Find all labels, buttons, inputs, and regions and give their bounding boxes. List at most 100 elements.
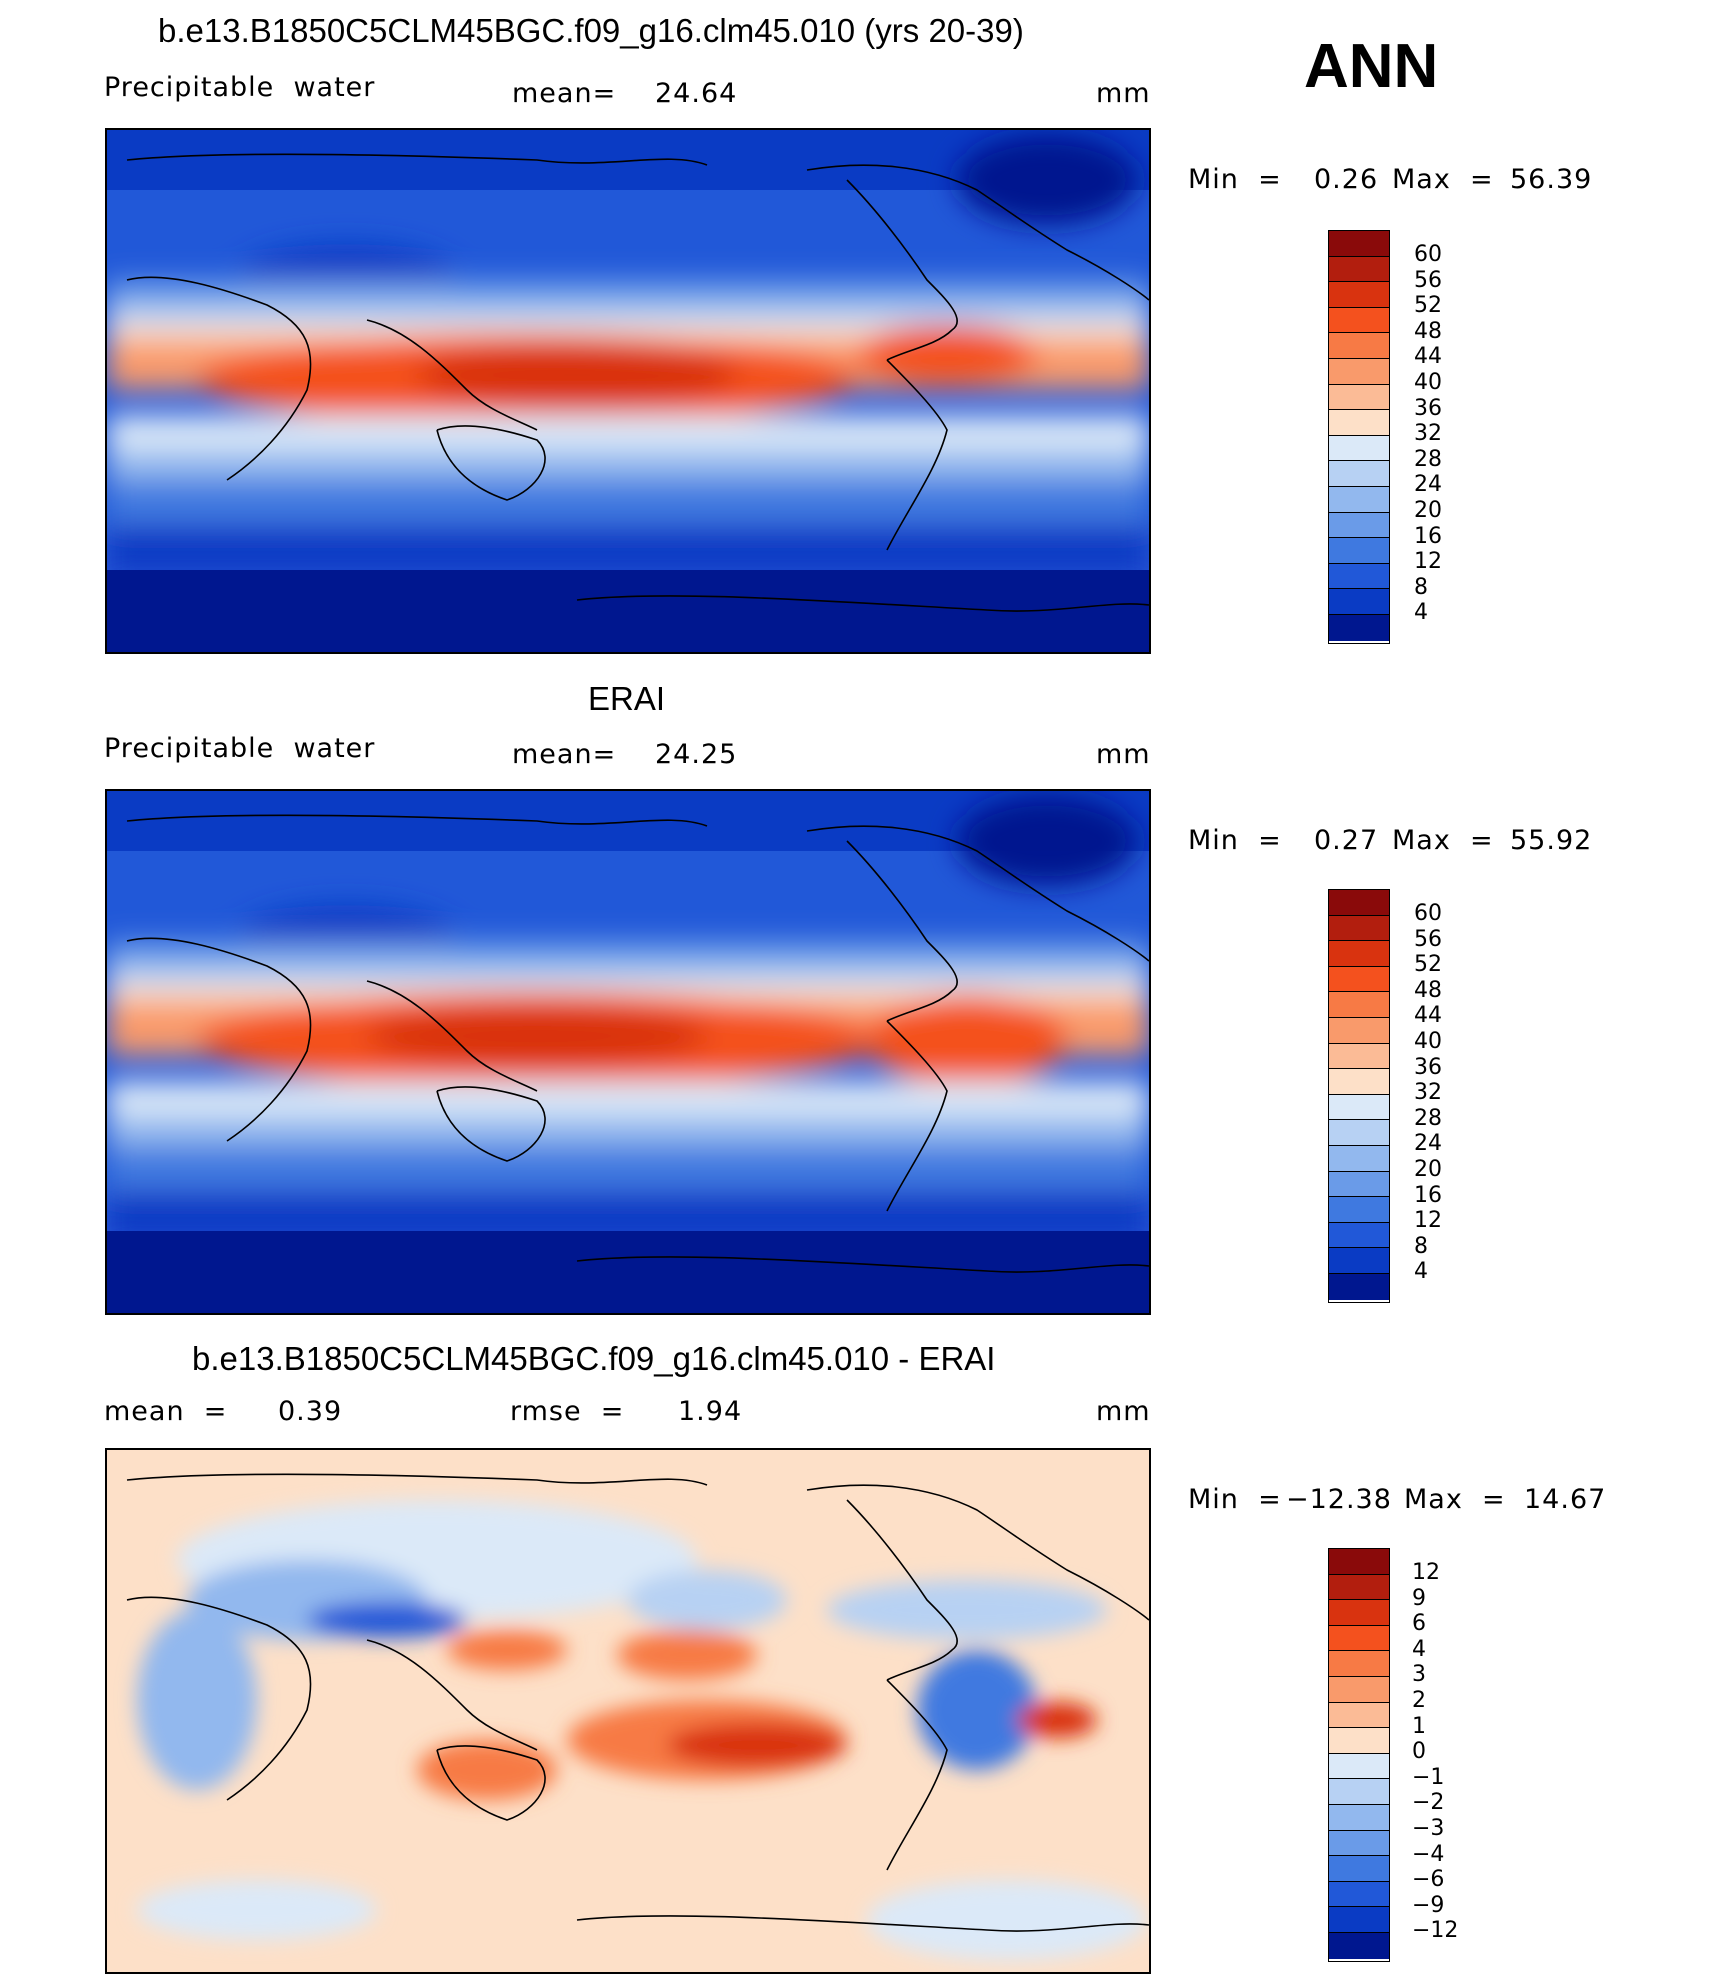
colorbar-swatch	[1329, 1197, 1389, 1223]
panel2-colorbar-ticks: 60 56 52 48 44 40 36 32 28 24 20 16 12 8 4	[1414, 901, 1442, 1285]
panel3-colorbar-ticks: 12 9 6 4 3 2 1 0 −1 −2 −3 −4 −6 −9 −12	[1412, 1560, 1458, 1944]
colorbar-tick-label: 40	[1414, 1028, 1442, 1054]
colorbar-swatch	[1329, 1881, 1389, 1908]
colorbar-tick-label: 32	[1414, 1080, 1442, 1106]
panel1-map	[105, 128, 1151, 654]
colorbar-swatch	[1329, 410, 1389, 436]
colorbar-tick-label: 56	[1414, 267, 1442, 293]
colorbar-swatch	[1329, 512, 1389, 539]
colorbar-tick-label: 2	[1412, 1687, 1426, 1713]
panel2-colorbar	[1328, 889, 1390, 1303]
season-label: ANN	[1304, 32, 1439, 101]
colorbar-swatch	[1329, 1625, 1389, 1652]
colorbar-tick-label: 36	[1414, 395, 1442, 421]
colorbar-swatch	[1329, 1676, 1389, 1703]
colorbar-swatch	[1329, 1248, 1389, 1274]
colorbar-swatch	[1329, 231, 1389, 257]
colorbar-tick-label: 48	[1414, 977, 1442, 1003]
colorbar-swatch	[1329, 890, 1389, 916]
panel1-title: b.e13.B1850C5CLM45BGC.f09_g16.clm45.010 …	[158, 12, 1024, 49]
colorbar-tick-label: 12	[1414, 549, 1442, 575]
panel2-min-value: 0.27	[1314, 825, 1379, 856]
panel3-title: b.e13.B1850C5CLM45BGC.f09_g16.clm45.010 …	[192, 1340, 996, 1377]
colorbar-tick-label: 20	[1414, 1156, 1442, 1182]
colorbar-tick-label: 6	[1412, 1611, 1426, 1637]
colorbar-swatch	[1329, 307, 1389, 334]
panel2-variable: Precipitable water	[104, 733, 376, 764]
panel3-min-value: −12.38	[1286, 1484, 1392, 1515]
colorbar-tick-label: −4	[1412, 1841, 1445, 1867]
panel1-mean-value: 24.64	[655, 78, 738, 109]
panel3-map	[105, 1448, 1151, 1974]
colorbar-tick-label: 16	[1414, 523, 1442, 549]
colorbar-swatch	[1329, 538, 1389, 564]
panel1-max-label: Max =	[1392, 164, 1494, 195]
colorbar-swatch	[1329, 1273, 1389, 1300]
panel2-max-value: 55.92	[1510, 825, 1593, 856]
colorbar-tick-label: 0	[1412, 1739, 1426, 1765]
panel2-units: mm	[1096, 739, 1151, 770]
colorbar-swatch	[1329, 1017, 1389, 1044]
panel3-rmse-label: rmse =	[510, 1396, 625, 1427]
colorbar-tick-label: 52	[1414, 952, 1442, 978]
colorbar-swatch	[1329, 256, 1389, 283]
colorbar-swatch	[1329, 1856, 1389, 1882]
colorbar-tick-label: −3	[1412, 1815, 1445, 1841]
colorbar-swatch	[1329, 1804, 1389, 1831]
colorbar-tick-label: 4	[1414, 1259, 1428, 1285]
colorbar-tick-label: 40	[1414, 369, 1442, 395]
panel1-colorbar	[1328, 230, 1390, 644]
colorbar-tick-label: 28	[1414, 446, 1442, 472]
colorbar-tick-label: 44	[1414, 1003, 1442, 1029]
panel3-colorbar	[1328, 1548, 1390, 1962]
colorbar-swatch	[1329, 992, 1389, 1018]
colorbar-tick-label: 16	[1414, 1182, 1442, 1208]
panel1-min-label: Min =	[1188, 164, 1282, 195]
panel2-min-label: Min =	[1188, 825, 1282, 856]
colorbar-tick-label: −6	[1412, 1867, 1445, 1893]
colorbar-swatch	[1329, 1728, 1389, 1754]
colorbar-tick-label: −9	[1412, 1892, 1445, 1918]
colorbar-swatch	[1329, 282, 1389, 308]
colorbar-swatch	[1329, 1753, 1389, 1780]
colorbar-tick-label: 32	[1414, 421, 1442, 447]
panel2-mean-value: 24.25	[655, 739, 738, 770]
colorbar-swatch	[1329, 1907, 1389, 1933]
colorbar-tick-label: 3	[1412, 1662, 1426, 1688]
panel1-colorbar-ticks: 60 56 52 48 44 40 36 32 28 24 20 16 12 8 4	[1414, 242, 1442, 626]
colorbar-tick-label: 12	[1412, 1560, 1440, 1585]
colorbar-tick-label: 24	[1414, 472, 1442, 498]
colorbar-swatch	[1329, 1779, 1389, 1805]
panel3-mean-label: mean =	[104, 1396, 228, 1427]
panel2-title: ERAI	[588, 680, 666, 717]
colorbar-tick-label: 1	[1412, 1713, 1426, 1739]
panel2-map	[105, 789, 1151, 1315]
colorbar-swatch	[1329, 563, 1389, 590]
panel1-units: mm	[1096, 78, 1151, 109]
colorbar-swatch	[1329, 1094, 1389, 1121]
colorbar-tick-label: −1	[1412, 1764, 1445, 1790]
colorbar-tick-label: 60	[1414, 242, 1442, 267]
colorbar-swatch	[1329, 1222, 1389, 1249]
colorbar-tick-label: −2	[1412, 1790, 1445, 1816]
colorbar-tick-label: −12	[1412, 1918, 1459, 1944]
colorbar-swatch	[1329, 589, 1389, 615]
panel3-min-label: Min =	[1188, 1484, 1282, 1515]
colorbar-swatch	[1329, 1171, 1389, 1198]
panel2-max-label: Max =	[1392, 825, 1494, 856]
panel1-max-value: 56.39	[1510, 164, 1593, 195]
colorbar-swatch	[1329, 1120, 1389, 1146]
colorbar-tick-label: 60	[1414, 901, 1442, 926]
panel3-mean-value: 0.39	[278, 1396, 343, 1427]
colorbar-tick-label: 4	[1412, 1636, 1426, 1662]
colorbar-swatch	[1329, 461, 1389, 487]
colorbar-swatch	[1329, 1043, 1389, 1070]
colorbar-tick-label: 28	[1414, 1105, 1442, 1131]
colorbar-swatch	[1329, 1600, 1389, 1626]
panel3-rmse-value: 1.94	[678, 1396, 743, 1427]
colorbar-swatch	[1329, 1830, 1389, 1857]
colorbar-tick-label: 9	[1412, 1585, 1426, 1611]
colorbar-tick-label: 12	[1414, 1208, 1442, 1234]
colorbar-tick-label: 48	[1414, 318, 1442, 344]
colorbar-tick-label: 52	[1414, 293, 1442, 319]
